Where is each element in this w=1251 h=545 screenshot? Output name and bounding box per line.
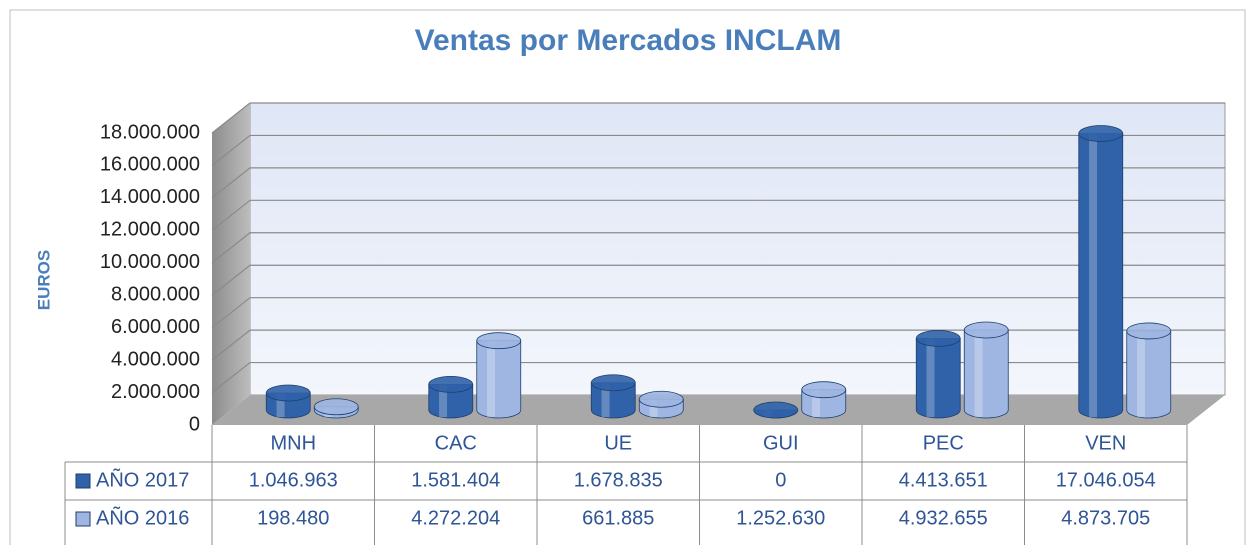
x-tick-label: CAC	[435, 432, 477, 454]
table-value: 1.046.963	[249, 469, 338, 491]
table-value: 0	[775, 469, 786, 491]
legend-swatch	[75, 473, 91, 489]
data-table: 0 2.000.000 4.000.000 6.000.000 8.000.000 10.…	[64, 121, 1188, 545]
table-value: 17.046.054	[1056, 469, 1156, 491]
bars	[265, 125, 1172, 419]
y-tick-label: 14.000.000	[100, 186, 200, 208]
y-tick-label: 16.000.000	[100, 154, 200, 176]
y-tick-label: 4.000.000	[111, 348, 200, 370]
legend-label: AÑO 2017	[96, 467, 189, 491]
y-tick-label: 8.000.000	[111, 284, 200, 306]
cylinder-body	[590, 382, 636, 419]
floor	[212, 395, 1225, 425]
cylinder-body	[428, 383, 474, 419]
grid-line	[211, 329, 1225, 361]
grid	[211, 102, 1225, 394]
table-value: 4.932.655	[899, 507, 988, 529]
cylinder	[963, 321, 1009, 419]
cylinder	[1126, 322, 1172, 419]
cylinder-top	[1126, 322, 1172, 340]
cylinder	[428, 375, 474, 419]
grid-line	[211, 134, 1225, 166]
x-tick-label: VEN	[1085, 432, 1126, 454]
grid-line	[211, 361, 1225, 394]
table-value: 4.873.705	[1061, 507, 1150, 529]
table-value: 1.252.630	[736, 507, 825, 529]
cylinder	[1078, 125, 1124, 419]
y-tick-label: 12.000.000	[100, 219, 200, 241]
table-value: 198.480	[257, 507, 329, 529]
cylinder	[590, 374, 636, 419]
grid-line	[211, 102, 1225, 134]
table-value: 661.885	[582, 507, 654, 529]
cylinder	[313, 398, 359, 419]
cylinder	[801, 381, 847, 419]
back-wall	[249, 102, 1226, 396]
cylinder-body	[915, 338, 961, 419]
cylinder-top	[313, 398, 359, 416]
cylinder	[753, 401, 799, 419]
legend-swatch	[75, 511, 91, 527]
cylinder	[638, 390, 684, 419]
y-axis-label: EUROS	[34, 250, 53, 310]
grid-line	[211, 297, 1225, 329]
cylinder-top	[590, 374, 636, 392]
table-value: 1.581.404	[411, 469, 500, 491]
y-tick-label: 18.000.000	[100, 121, 200, 143]
cylinder	[915, 330, 961, 419]
chart-title: Ventas por Mercados INCLAM	[415, 24, 842, 57]
cylinder-body	[476, 340, 522, 419]
cylinder-top	[476, 332, 522, 350]
cylinder-top	[753, 401, 799, 419]
grid-line	[211, 167, 1225, 199]
cylinder	[476, 332, 522, 419]
legend-label: AÑO 2016	[96, 505, 189, 529]
grid-line	[211, 199, 1225, 231]
y-tick-label: 2.000.000	[111, 381, 200, 403]
cylinder-top	[428, 375, 474, 393]
y-tick-label: 10.000.000	[100, 251, 200, 273]
cylinder-top	[801, 381, 847, 399]
x-tick-label: MNH	[270, 432, 316, 454]
y-tick-label: 0	[189, 413, 200, 435]
table-value: 4.413.651	[899, 469, 988, 491]
grid-line	[211, 264, 1225, 296]
cylinder-top	[915, 330, 961, 347]
y-tick-label: 6.000.000	[111, 316, 200, 338]
cylinder-top	[1078, 125, 1124, 142]
cylinder-top	[963, 321, 1009, 339]
table-value: 1.678.835	[574, 469, 663, 491]
x-tick-label: GUI	[763, 432, 799, 454]
table-value: 4.272.204	[411, 507, 500, 529]
cylinder	[265, 384, 311, 419]
cylinder-top	[638, 390, 684, 408]
cylinder-body	[963, 329, 1009, 419]
cylinder-body	[1078, 133, 1124, 419]
cylinder-body	[1126, 330, 1172, 419]
x-tick-label: UE	[604, 432, 632, 454]
x-tick-label: PEC	[923, 432, 964, 454]
grid-line	[211, 232, 1225, 264]
side-wall	[212, 103, 250, 425]
cylinder-top	[265, 384, 311, 402]
